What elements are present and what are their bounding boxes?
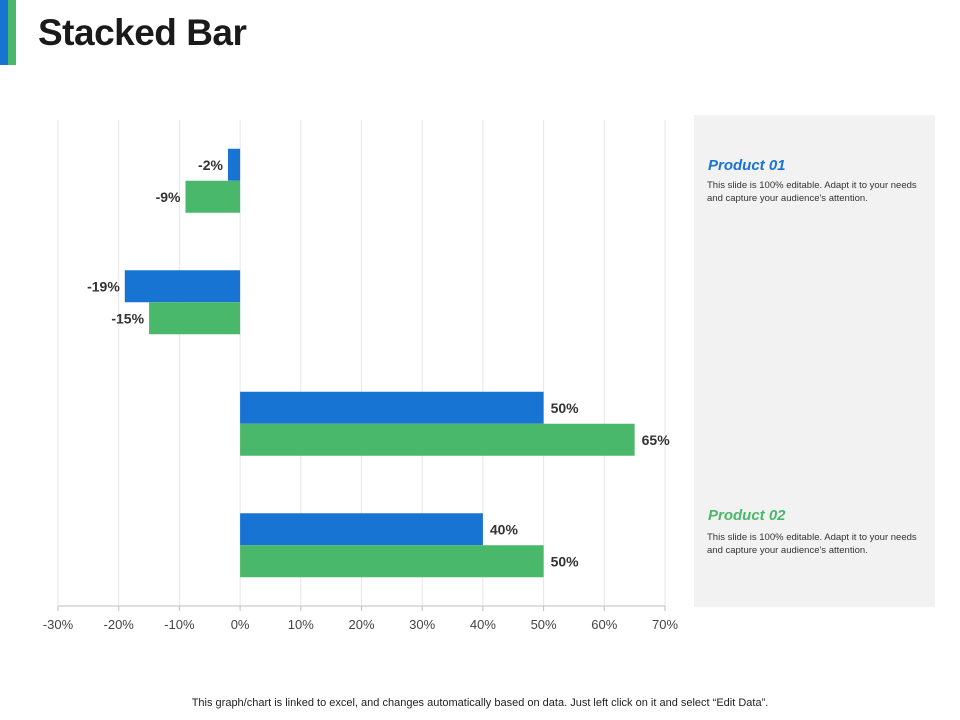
bar-product-01 — [124, 270, 241, 303]
x-tick-label: -20% — [104, 617, 135, 632]
product-02-description: This slide is 100% editable. Adapt it to… — [707, 532, 917, 556]
accent-bar-blue — [0, 0, 8, 65]
x-tick-label: -10% — [164, 617, 195, 632]
bar-product-02 — [185, 180, 241, 213]
x-tick-label: 30% — [409, 617, 435, 632]
data-label: 50% — [551, 553, 580, 569]
bar-product-01 — [227, 148, 241, 181]
x-tick-label: 70% — [652, 617, 678, 632]
page-title: Stacked Bar — [38, 12, 247, 53]
data-label: 40% — [490, 521, 519, 537]
bar-product-02 — [240, 423, 635, 456]
footer-note: This graph/chart is linked to excel, and… — [191, 697, 769, 709]
data-label: -9% — [156, 189, 181, 205]
x-tick-label: 50% — [531, 617, 557, 632]
accent-bar-green — [8, 0, 16, 65]
data-label: -15% — [111, 310, 144, 326]
x-tick-label: 20% — [348, 617, 374, 632]
data-label: 65% — [642, 432, 671, 448]
data-label: -2% — [198, 157, 223, 173]
x-tick-label: 0% — [231, 617, 250, 632]
product-01-title: Product 01 — [708, 157, 786, 174]
product-02-title: Product 02 — [708, 507, 786, 524]
bar-product-02 — [149, 302, 241, 335]
x-tick-label: 10% — [288, 617, 314, 632]
x-tick-label: -30% — [43, 617, 74, 632]
bar-product-01 — [240, 513, 483, 546]
bar-product-01 — [240, 391, 544, 424]
x-tick-label: 60% — [591, 617, 617, 632]
bar-product-02 — [240, 545, 544, 578]
data-label: -19% — [87, 278, 120, 294]
x-tick-label: 40% — [470, 617, 496, 632]
data-label: 50% — [551, 400, 580, 416]
legend-panel: Product 01 This slide is 100% editable. … — [694, 115, 935, 607]
product-01-description: This slide is 100% editable. Adapt it to… — [707, 180, 917, 204]
